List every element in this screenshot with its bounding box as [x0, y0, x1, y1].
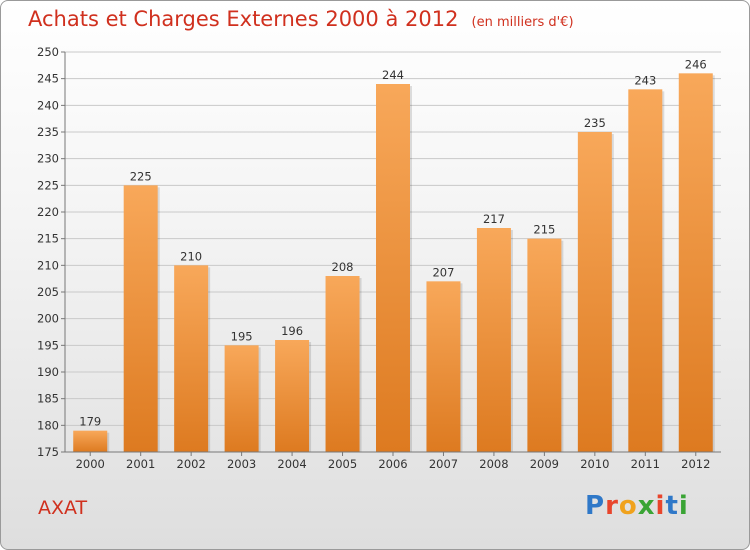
bar-value-label: 208: [332, 260, 354, 274]
y-tick-label: 205: [37, 285, 59, 299]
bar: [577, 132, 612, 452]
x-tick-label: 2009: [530, 457, 559, 471]
y-tick-label: 210: [37, 258, 59, 272]
bar-value-label: 225: [130, 169, 152, 183]
x-tick-label: 2002: [177, 457, 206, 471]
logo-letter: i: [678, 491, 689, 521]
bar: [224, 345, 259, 452]
bar: [325, 276, 360, 452]
logo-letter: t: [665, 491, 679, 521]
bar: [275, 340, 310, 452]
bar-value-label: 195: [231, 329, 253, 343]
bar: [628, 89, 663, 452]
bar-value-label: 215: [533, 223, 555, 237]
y-tick-label: 230: [37, 152, 59, 166]
y-tick-label: 240: [37, 98, 59, 112]
y-tick-label: 250: [37, 45, 59, 59]
bar: [678, 73, 713, 452]
x-tick-label: 2012: [681, 457, 710, 471]
bar: [527, 238, 562, 452]
bar-value-label: 235: [584, 116, 606, 130]
bar: [174, 265, 209, 452]
proxiti-logo: Proxiti: [585, 491, 689, 521]
bar: [123, 185, 158, 453]
bar: [73, 430, 108, 452]
y-tick-label: 185: [37, 392, 59, 406]
chart-unit: (en milliers d'€): [471, 15, 574, 30]
logo-letter: P: [585, 491, 606, 521]
bar-value-label: 244: [382, 68, 404, 82]
y-tick-label: 190: [37, 365, 59, 379]
x-tick-label: 2008: [479, 457, 508, 471]
logo-letter: r: [605, 491, 619, 521]
x-tick-label: 2010: [580, 457, 609, 471]
bar-value-label: 243: [634, 73, 656, 87]
bar-value-label: 246: [685, 57, 707, 71]
bar: [376, 84, 410, 452]
y-tick-label: 180: [37, 418, 59, 432]
y-tick-label: 200: [37, 312, 59, 326]
bar-value-label: 217: [483, 212, 505, 226]
x-tick-label: 2007: [429, 457, 458, 471]
x-tick-label: 2005: [328, 457, 357, 471]
x-tick-label: 2003: [227, 457, 256, 471]
bar-value-label: 196: [281, 324, 303, 338]
chart-title-block: Achats et Charges Externes 2000 à 2012 (…: [28, 7, 574, 31]
logo-letter: o: [618, 491, 638, 521]
y-tick-label: 235: [37, 125, 59, 139]
x-tick-label: 2004: [277, 457, 306, 471]
x-tick-label: 2001: [126, 457, 155, 471]
y-tick-label: 245: [37, 72, 59, 86]
y-tick-label: 220: [37, 205, 59, 219]
y-tick-label: 195: [37, 338, 59, 352]
logo-letter: i: [655, 491, 666, 521]
commune-name: AXAT: [38, 497, 88, 519]
bar: [426, 281, 461, 452]
chart-title: Achats et Charges Externes 2000 à 2012: [28, 7, 459, 31]
logo-letter: x: [637, 491, 656, 521]
bar-value-label: 207: [432, 265, 454, 279]
y-tick-label: 175: [37, 445, 59, 459]
x-tick-label: 2011: [631, 457, 660, 471]
bar-value-label: 179: [79, 415, 101, 429]
bar-value-label: 210: [180, 249, 202, 263]
x-tick-label: 2006: [378, 457, 407, 471]
bar: [476, 228, 511, 452]
y-tick-label: 215: [37, 232, 59, 246]
y-tick-label: 225: [37, 178, 59, 192]
x-tick-label: 2000: [76, 457, 105, 471]
